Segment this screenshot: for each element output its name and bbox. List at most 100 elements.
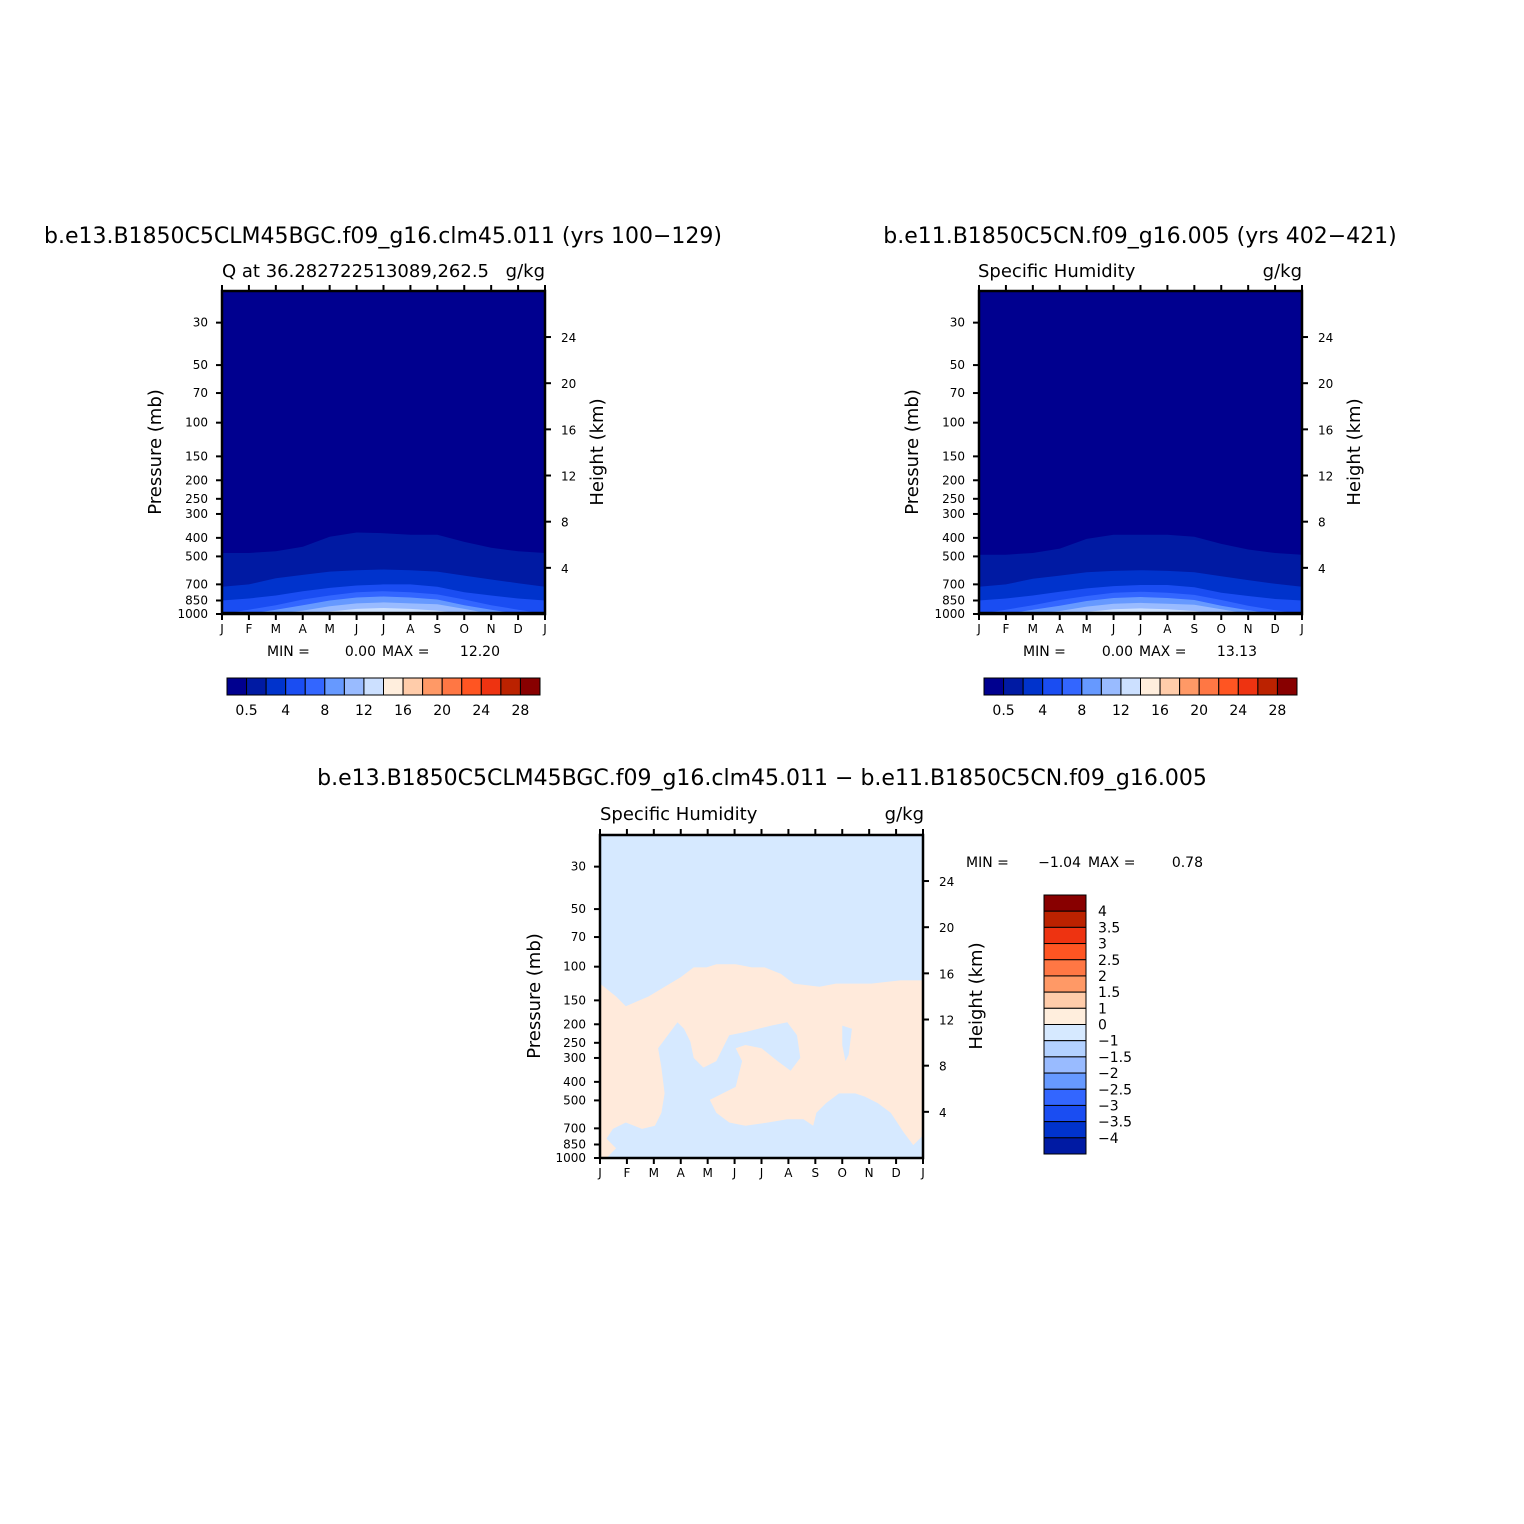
colorbar-swatch [226, 677, 248, 696]
colorbar-swatch [1043, 975, 1087, 993]
y-tick-label: 250 [563, 1036, 586, 1050]
x-tick-label: M [271, 622, 281, 636]
y-tick-label: 50 [571, 902, 586, 916]
y-right-tick-label: 8 [1318, 516, 1326, 530]
x-tick-label: J [920, 1166, 925, 1180]
colorbar-label: 1.5 [1098, 985, 1120, 1001]
colorbar-swatch [1159, 677, 1181, 696]
y-tick-label: 400 [185, 531, 208, 545]
negative-patch [842, 1025, 852, 1062]
colorbar-swatch [1043, 1072, 1087, 1090]
colorbar-label: 12 [355, 703, 373, 719]
panel3-min-text: MIN = [966, 855, 1009, 871]
colorbar-swatch [1003, 677, 1024, 696]
y-tick-label: 30 [571, 860, 586, 874]
colorbar-label: 28 [1269, 703, 1287, 719]
colorbar-swatch [1081, 677, 1102, 696]
panel2-max-text: MAX = [1139, 644, 1186, 660]
x-tick-label: N [865, 1166, 874, 1180]
colorbar-label: 0.5 [992, 703, 1014, 719]
y-right-tick-label: 12 [1318, 470, 1333, 484]
x-tick-label: A [784, 1166, 793, 1180]
colorbar-label: 4 [1098, 904, 1107, 920]
y-tick-label: 1000 [177, 607, 208, 621]
panel2-colorbar: 0.5 4 8 12 16 20 24 28 [983, 677, 1298, 719]
y-tick-label: 500 [942, 549, 965, 563]
x-tick-label: F [1002, 622, 1009, 636]
colorbar-swatch [983, 677, 1005, 696]
y-right-tick-label: 20 [561, 377, 576, 391]
y-right-tick-label: 16 [1318, 423, 1333, 437]
colorbar-label: −2 [1098, 1066, 1119, 1082]
colorbar-swatch [480, 677, 502, 696]
colorbar-label: −3 [1098, 1098, 1119, 1114]
panel3-title: b.e13.B1850C5CLM45BGC.f09_g16.clm45.011 … [317, 766, 1207, 791]
panel2-min-value: 0.00 [1102, 644, 1133, 660]
panel1-ylabel-right: Height (km) [587, 398, 608, 505]
colorbar-label: 0 [1098, 1018, 1107, 1034]
panel3-min-value: −1.04 [1038, 855, 1081, 871]
y-tick-label: 70 [193, 386, 208, 400]
colorbar-swatch [304, 677, 326, 696]
colorbar-label: −1 [1098, 1034, 1119, 1050]
y-right-tick-label: 4 [561, 562, 569, 576]
panel1-left-label: Q at 36.282722513089,262.5 [222, 261, 489, 282]
colorbar-swatch [1043, 1104, 1087, 1123]
colorbar-swatch [324, 677, 345, 696]
panel1-ylabel: Pressure (mb) [145, 389, 166, 515]
x-tick-label: S [812, 1166, 820, 1180]
y-right-tick-label: 16 [939, 967, 954, 981]
colorbar-swatch [402, 677, 424, 696]
x-tick-label: N [1244, 622, 1253, 636]
colorbar-swatch [265, 677, 287, 696]
y-right-tick-label: 20 [939, 921, 954, 935]
plot-fill [979, 291, 1302, 614]
colorbar-swatch [1120, 677, 1141, 696]
colorbar-swatch [1043, 910, 1087, 928]
colorbar-label: −3.5 [1098, 1115, 1132, 1131]
colorbar-swatch [1043, 1121, 1087, 1139]
y-tick-label: 700 [942, 577, 965, 591]
colorbar-swatch [461, 677, 482, 696]
x-tick-label: A [1056, 622, 1065, 636]
colorbar-swatch [1043, 1056, 1087, 1074]
y-tick-label: 400 [942, 531, 965, 545]
panel1-min-value: 0.00 [345, 644, 376, 660]
y-tick-label: 400 [563, 1075, 586, 1089]
panel2-title: b.e11.B1850C5CN.f09_g16.005 (yrs 402−421… [883, 224, 1397, 249]
panel3-max-text: MAX = [1088, 855, 1135, 871]
colorbar-label: 20 [433, 703, 451, 719]
colorbar-swatch [1043, 894, 1087, 912]
y-right-tick-label: 4 [939, 1106, 947, 1120]
colorbar-label: 16 [394, 703, 412, 719]
x-tick-label: A [406, 622, 415, 636]
panel1-max-value: 12.20 [460, 644, 500, 660]
colorbar-label: 2 [1098, 969, 1107, 985]
colorbar-label: −1.5 [1098, 1050, 1132, 1066]
y-tick-label: 50 [950, 358, 965, 372]
colorbar-swatch [363, 677, 384, 696]
y-tick-label: 100 [563, 960, 586, 974]
x-tick-label: S [1191, 622, 1199, 636]
colorbar-swatch [1043, 1007, 1087, 1025]
panel2-ylabel-right: Height (km) [1344, 398, 1365, 505]
x-tick-label: J [976, 622, 981, 636]
panel2-min-text: MIN = [1023, 644, 1066, 660]
colorbar-swatch [1043, 1024, 1087, 1042]
colorbar-label: 3 [1098, 937, 1107, 953]
y-right-tick-label: 24 [1318, 331, 1333, 345]
x-tick-label: O [460, 622, 469, 636]
colorbar-swatch [1043, 959, 1087, 977]
positive-region [600, 964, 923, 1158]
colorbar-label: 24 [1229, 703, 1247, 719]
colorbar-label: 8 [320, 703, 329, 719]
colorbar-swatch [1237, 677, 1259, 696]
colorbar-swatch [1043, 1137, 1087, 1155]
y-tick-label: 150 [942, 449, 965, 463]
y-tick-label: 700 [185, 577, 208, 591]
y-tick-label: 70 [950, 386, 965, 400]
panel1-units-label: g/kg [506, 261, 545, 282]
y-tick-label: 150 [563, 993, 586, 1007]
colorbar-label: 28 [512, 703, 530, 719]
